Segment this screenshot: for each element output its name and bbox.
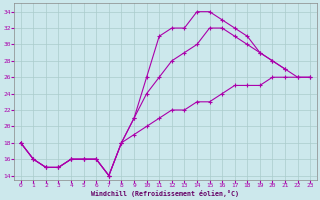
X-axis label: Windchill (Refroidissement éolien,°C): Windchill (Refroidissement éolien,°C) — [92, 190, 239, 197]
